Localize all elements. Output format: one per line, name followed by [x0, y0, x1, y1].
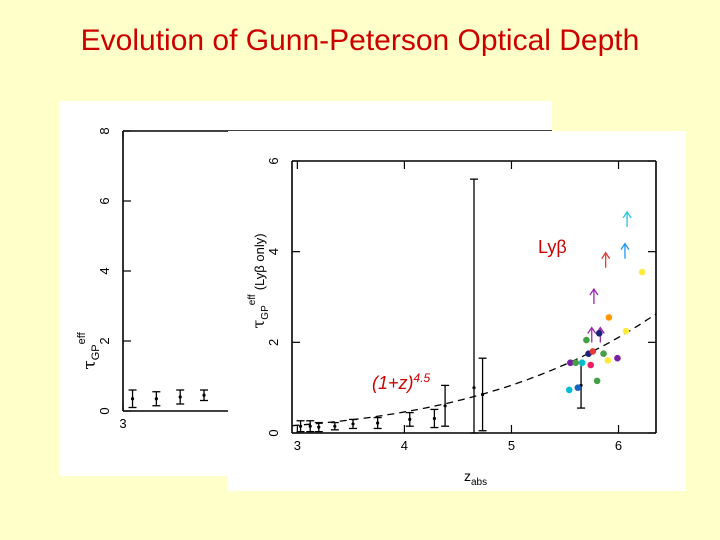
back-y-tick-label: 6 [97, 197, 112, 204]
front-x-tick-label: 3 [294, 438, 301, 453]
front-y-tick-label: 6 [266, 157, 281, 164]
back-chart-y-axis-label: τGPeff [76, 331, 102, 369]
quasar-point [567, 359, 574, 367]
front-binned-point-marker [472, 386, 476, 390]
back-chart-y-ticks: 0 2 4 6 8 [97, 127, 131, 415]
front-chart-x-ticks: 3 4 5 6 [294, 161, 622, 453]
front-chart-y-ticks: 0 2 4 6 [266, 157, 656, 437]
quasar-point [587, 361, 594, 369]
lower-limit-arrow [589, 287, 599, 304]
front-chart-lower-limits [587, 210, 632, 343]
front-ylabel-tau: τ [249, 320, 268, 329]
back-ylabel-tau: τ [80, 360, 100, 369]
annotation-power-law-exp: 4.5 [414, 371, 431, 385]
quasar-point [589, 348, 597, 355]
front-binned-point [373, 416, 382, 430]
front-binned-point-marker [317, 425, 321, 429]
quasar-point [572, 359, 580, 367]
quasar-point [638, 268, 646, 276]
front-chart-x-axis-label: zabs [464, 468, 487, 488]
annotation-lyb: Lyβ [538, 237, 567, 257]
quasar-point [593, 377, 601, 385]
back-chart-x-ticks: 3 [119, 131, 127, 431]
front-binned-point [478, 357, 487, 432]
front-binned-point-marker [351, 422, 355, 426]
front-binned-point-marker [480, 392, 485, 397]
lower-limit-arrow-head [622, 210, 632, 219]
quasar-point [578, 359, 586, 367]
quasar-point [600, 350, 607, 357]
front-ylabel-sub: GP [260, 305, 271, 320]
front-x-tick-label: 6 [615, 438, 622, 453]
back-data-point [152, 391, 161, 407]
quasar-point [605, 314, 613, 321]
lower-limit-arrow-head [589, 287, 599, 296]
back-data-point-marker [130, 397, 135, 401]
quasar-point [622, 327, 630, 335]
back-y-tick-label: 2 [97, 337, 112, 344]
front-binned-point [349, 418, 358, 430]
front-binned-point-marker [308, 424, 312, 428]
back-ylabel-sup: eff [76, 331, 88, 344]
front-binned-point [430, 408, 439, 429]
svg-text:τGPeff: τGPeff [76, 331, 102, 369]
quasar-point [574, 384, 582, 391]
front-binned-point-marker [298, 424, 303, 428]
lower-limit-arrow [620, 242, 630, 259]
quasar-point [604, 357, 612, 364]
back-ylabel-sub: GP [90, 344, 102, 360]
lower-limit-arrow-head [587, 326, 597, 334]
front-binned-point [441, 384, 450, 427]
back-data-point-marker [154, 397, 158, 401]
annotation-power-law-base: (1+z) [372, 373, 414, 393]
front-y-tick-label: 0 [266, 429, 281, 436]
front-binned-point-marker [443, 404, 447, 408]
front-binned-point-marker [333, 424, 337, 428]
front-binned-point-marker [376, 421, 380, 425]
front-ylabel-rest: (Lyβ only) [252, 233, 267, 290]
front-xlabel-sub: abs [471, 477, 487, 488]
front-binned-point [330, 421, 339, 431]
back-data-point [200, 389, 209, 402]
lower-limit-arrow-head [620, 242, 630, 251]
front-chart-panel: 0 2 4 6 3 4 5 6 τGPeff (Lyβ only) zabs (1+z)4.5… [228, 131, 686, 491]
front-binned-point [296, 420, 305, 433]
back-data-point-marker [202, 393, 206, 397]
front-binned-point [314, 421, 323, 433]
front-chart-quasars [565, 268, 646, 394]
lower-limit-arrow [601, 251, 611, 268]
lower-limit-arrow-head [601, 251, 611, 260]
front-ylabel-sup: eff [247, 294, 258, 305]
annotation-power-law: (1+z)4.5 [372, 371, 431, 393]
front-binned-point [306, 420, 315, 433]
front-y-tick-label: 4 [266, 248, 281, 255]
slide-title: Evolution of Gunn-Peterson Optical Depth [80, 24, 640, 57]
quasar-point [614, 354, 621, 362]
back-y-tick-label: 0 [97, 407, 112, 414]
front-y-tick-label: 2 [266, 339, 281, 346]
back-data-point [128, 389, 137, 409]
front-xlabel-main: z [464, 468, 471, 484]
front-x-tick-label: 5 [508, 438, 515, 453]
lower-limit-arrow [587, 326, 597, 343]
front-binned-point-marker [432, 416, 436, 421]
front-chart: 0 2 4 6 3 4 5 6 τGPeff (Lyβ only) zabs (1+z)4.5… [247, 157, 657, 488]
back-y-tick-label: 8 [97, 127, 112, 134]
quasar-point [583, 336, 590, 344]
lower-limit-arrow [622, 210, 632, 227]
front-chart-points [296, 178, 586, 434]
svg-text:τGPeff(Lyβ only): τGPeff (Lyβ only) [247, 233, 271, 328]
front-chart-y-axis-label: τGPeff (Lyβ only) [247, 233, 271, 328]
back-data-point-marker [178, 395, 182, 399]
front-binned-point-marker [408, 417, 412, 421]
quasar-point [595, 329, 603, 337]
back-y-tick-label: 4 [97, 267, 112, 274]
quasar-point [565, 386, 573, 394]
back-data-point [176, 389, 185, 405]
front-binned-point [405, 411, 414, 427]
front-x-tick-label: 4 [401, 438, 408, 453]
back-x-tick-label: 3 [119, 416, 126, 431]
front-binned-point [470, 178, 478, 434]
